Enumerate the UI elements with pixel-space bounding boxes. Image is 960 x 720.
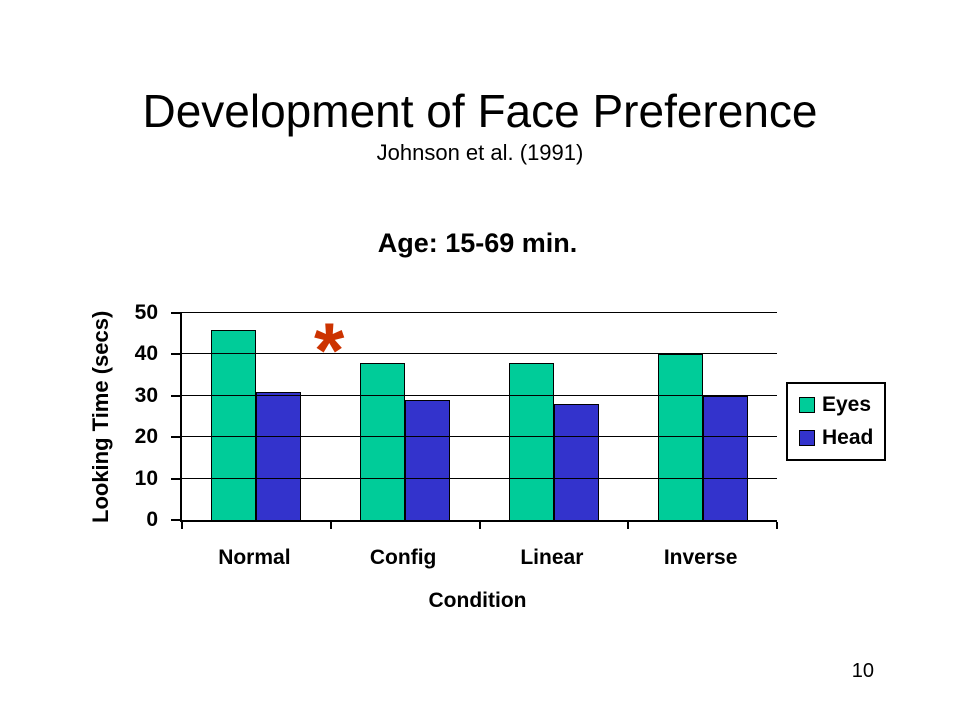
y-tick-label-40: 40 xyxy=(134,342,158,366)
x-tickmark-2 xyxy=(478,522,481,529)
legend-label-eyes: Eyes xyxy=(822,393,872,416)
bar-group-linear xyxy=(480,313,629,520)
y-tick-label-30: 30 xyxy=(134,383,158,407)
bar-groups xyxy=(182,313,777,520)
x-tickmark-3 xyxy=(627,522,630,529)
y-tick-label-20: 20 xyxy=(134,425,158,449)
y-tickmark-10 xyxy=(171,477,182,480)
bar-group-normal xyxy=(182,313,331,520)
bar-head-normal xyxy=(256,391,302,520)
legend-item-eyes: Eyes xyxy=(799,393,873,417)
y-tickmark-0 xyxy=(171,519,182,521)
y-tickmark-50 xyxy=(171,312,182,314)
page-number: 10 xyxy=(851,660,874,682)
gridline-10 xyxy=(182,477,777,479)
x-tick-label-linear: Linear xyxy=(520,546,584,569)
x-tickmark-1 xyxy=(329,522,332,529)
significance-asterisk: * xyxy=(314,306,345,394)
slide-subtitle: Johnson et al. (1991) xyxy=(376,140,584,165)
legend-swatch-head xyxy=(799,430,815,446)
y-tick-label-50: 50 xyxy=(134,301,158,324)
bar-eyes-normal xyxy=(211,329,257,520)
x-tick-label-config: Config xyxy=(369,546,437,569)
bar-head-config xyxy=(405,399,451,520)
bar-eyes-linear xyxy=(508,362,554,520)
x-tick-label-inverse: Inverse xyxy=(663,546,738,569)
y-tick-label-0: 0 xyxy=(146,508,158,531)
x-tickmark-0 xyxy=(181,522,183,529)
gridline-50 xyxy=(182,312,777,313)
x-tickmark-4 xyxy=(776,522,778,529)
slide-title: Development of Face Preference xyxy=(142,85,818,137)
legend: Eyes Head xyxy=(786,382,887,461)
bar-eyes-inverse xyxy=(657,354,703,520)
gridline-20 xyxy=(182,436,777,438)
bar-eyes-config xyxy=(360,362,406,520)
bar-head-linear xyxy=(553,404,599,520)
bar-head-inverse xyxy=(702,395,748,520)
y-axis-title: Looking Time (secs) xyxy=(88,310,113,524)
legend-item-head: Head xyxy=(799,426,873,450)
x-axis-title: Condition xyxy=(428,589,527,612)
y-tickmark-40 xyxy=(171,353,182,356)
y-tickmark-30 xyxy=(171,394,182,397)
bar-group-inverse xyxy=(628,313,777,520)
legend-label-head: Head xyxy=(822,426,874,449)
gridline-40 xyxy=(182,353,777,355)
y-axis-tick-labels: 0 10 20 30 40 50 xyxy=(118,301,168,531)
y-tickmark-20 xyxy=(171,436,182,439)
chart-title: Age: 15-69 min. xyxy=(377,228,578,258)
bar-group-config xyxy=(331,313,480,520)
x-tick-label-normal: Normal xyxy=(218,546,291,569)
plot-area: * xyxy=(171,306,778,529)
y-tick-label-10: 10 xyxy=(134,466,158,490)
gridline-30 xyxy=(182,394,777,396)
legend-swatch-eyes xyxy=(799,397,815,413)
x-axis-labels: Normal Config Linear Inverse xyxy=(180,546,775,570)
